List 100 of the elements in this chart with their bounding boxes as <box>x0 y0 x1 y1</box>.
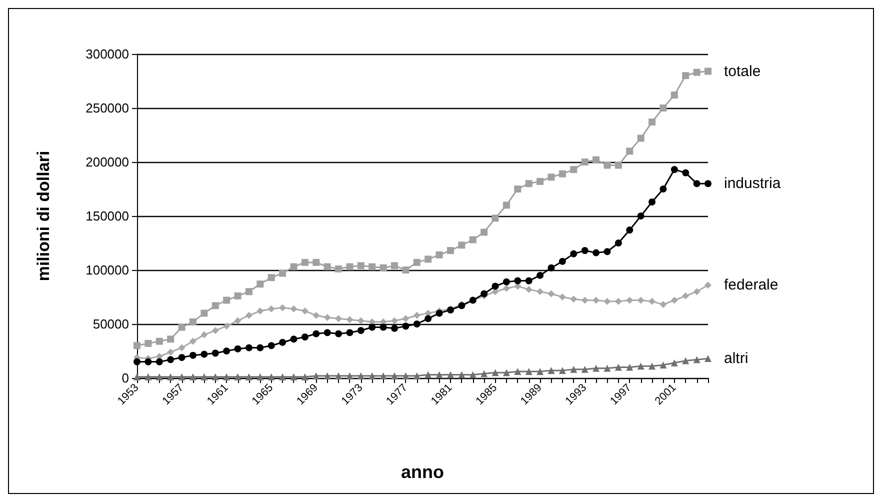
point <box>301 308 308 315</box>
point <box>693 356 700 364</box>
point <box>279 270 286 277</box>
point <box>514 368 522 376</box>
point <box>357 326 364 334</box>
point <box>144 340 152 347</box>
point <box>637 134 644 142</box>
point <box>548 174 555 181</box>
point <box>604 298 611 305</box>
point <box>402 372 410 380</box>
point <box>670 359 678 366</box>
point <box>492 369 499 376</box>
point <box>614 364 622 371</box>
point <box>234 373 242 380</box>
point <box>682 357 690 364</box>
point <box>301 258 308 266</box>
point <box>324 329 331 336</box>
point <box>268 305 275 312</box>
point <box>178 373 186 380</box>
point <box>525 368 532 376</box>
point <box>268 342 275 350</box>
point <box>525 180 532 188</box>
point <box>693 68 700 76</box>
point <box>558 170 566 178</box>
point <box>592 296 600 304</box>
point <box>134 342 140 350</box>
point <box>413 320 420 328</box>
point <box>402 315 410 322</box>
point <box>200 331 208 338</box>
point <box>581 247 588 254</box>
point <box>189 352 196 359</box>
point <box>212 302 219 310</box>
point <box>357 262 364 270</box>
point <box>648 198 656 206</box>
point <box>346 263 354 270</box>
point <box>626 364 634 371</box>
point <box>660 186 667 192</box>
point <box>290 373 298 380</box>
point <box>704 68 712 75</box>
point <box>212 326 219 334</box>
point <box>368 324 376 331</box>
point <box>492 214 499 222</box>
point <box>682 292 690 300</box>
point <box>335 330 342 338</box>
point <box>413 372 420 380</box>
point <box>402 266 410 274</box>
point <box>682 72 690 80</box>
point <box>424 371 432 378</box>
point <box>245 312 252 319</box>
point <box>614 240 622 246</box>
point <box>380 264 387 272</box>
point <box>536 368 544 376</box>
point <box>704 282 712 289</box>
point <box>548 290 555 298</box>
x-axis-title: anno <box>401 462 444 482</box>
point <box>324 263 331 270</box>
point <box>604 364 611 372</box>
point <box>335 372 342 380</box>
point <box>648 118 656 126</box>
series-label: altri <box>724 350 748 368</box>
point <box>436 251 443 258</box>
point <box>268 274 275 282</box>
point <box>245 373 252 380</box>
point <box>581 158 588 166</box>
series-label: totale <box>724 62 761 80</box>
point <box>368 372 376 380</box>
y-tick-label: 100000 <box>86 262 129 278</box>
point <box>648 298 656 305</box>
y-axis-title: milioni di dollari <box>34 150 53 282</box>
series-label: federale <box>724 276 778 294</box>
point <box>592 249 600 256</box>
point <box>223 296 230 304</box>
point <box>200 310 208 317</box>
point <box>525 286 532 293</box>
point <box>223 373 230 380</box>
point <box>391 372 398 380</box>
point <box>704 355 712 362</box>
point <box>144 358 152 366</box>
point <box>368 263 376 270</box>
point <box>223 348 230 354</box>
point <box>290 305 298 312</box>
point <box>312 372 320 380</box>
point <box>156 358 163 366</box>
point <box>156 338 163 345</box>
point <box>256 373 264 380</box>
point <box>234 345 242 352</box>
point <box>670 166 678 174</box>
point <box>570 166 578 174</box>
point <box>469 236 476 244</box>
point <box>525 277 532 284</box>
point <box>312 312 320 319</box>
point <box>234 317 242 324</box>
point <box>502 202 510 209</box>
point <box>660 104 667 112</box>
y-tick-label: 0 <box>122 370 129 386</box>
point <box>189 338 196 345</box>
point <box>268 373 275 380</box>
point <box>637 362 644 370</box>
point <box>167 356 174 364</box>
point <box>335 315 342 322</box>
